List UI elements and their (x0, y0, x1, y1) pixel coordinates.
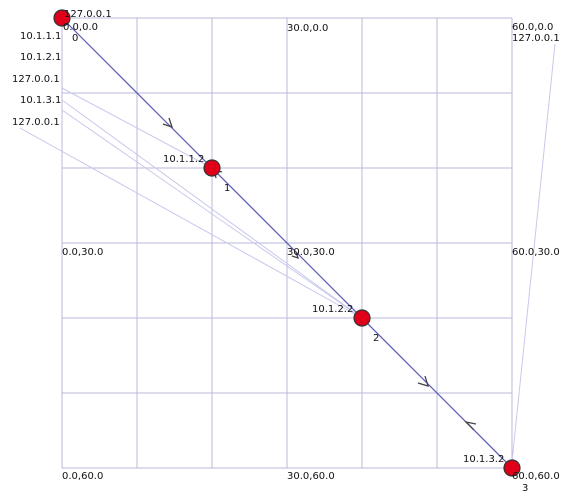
node-address: 10.1.3.2 (463, 454, 504, 465)
link-line (61, 99, 363, 319)
node[interactable] (353, 309, 371, 327)
labels: 127.0.0.1 0.0,0.0 0 30.0,0.0 60.0,0.0 12… (12, 9, 560, 494)
grid-label: 0.0,60.0 (62, 471, 103, 482)
node-address: 127.0.0.1 (64, 9, 112, 20)
grid-label: 30.0,60.0 (287, 471, 335, 482)
node-address: 10.1.1.2 (163, 154, 204, 165)
node[interactable] (53, 9, 71, 27)
faint-links (19, 43, 556, 463)
arrow (464, 420, 477, 431)
node-address: 10.1.2.2 (312, 304, 353, 315)
main-link (61, 17, 513, 469)
link-line (19, 127, 363, 319)
node[interactable] (203, 159, 221, 177)
grid-label: 30.0,30.0 (287, 247, 335, 258)
node-id: 3 (522, 483, 528, 494)
link-line (61, 87, 213, 169)
grid-label: 60.0,60.0 (512, 471, 560, 482)
side-label: 127.0.0.1 (12, 74, 60, 85)
link-line (61, 109, 363, 319)
node[interactable] (503, 459, 521, 477)
node-id: 2 (373, 333, 379, 344)
side-label: 10.1.1.1 (20, 31, 61, 42)
side-label: 127.0.0.1 (512, 33, 560, 44)
arrow (162, 117, 174, 129)
node-id: 1 (224, 183, 230, 194)
link-line (511, 43, 556, 463)
arrow (291, 251, 300, 260)
grid-label: 60.0,0.0 (512, 22, 553, 33)
grid-label: 0.0,30.0 (62, 247, 103, 258)
grid-label: 0.0,0.0 (63, 22, 98, 33)
side-label: 10.1.2.1 (20, 52, 61, 63)
arrow (417, 375, 429, 387)
side-label: 10.1.3.1 (20, 95, 61, 106)
grid-label: 60.0,30.0 (512, 247, 560, 258)
side-label: 127.0.0.1 (12, 117, 60, 128)
grid-label: 30.0,0.0 (287, 23, 328, 34)
node-id: 0 (72, 33, 78, 44)
nodes (53, 9, 521, 477)
